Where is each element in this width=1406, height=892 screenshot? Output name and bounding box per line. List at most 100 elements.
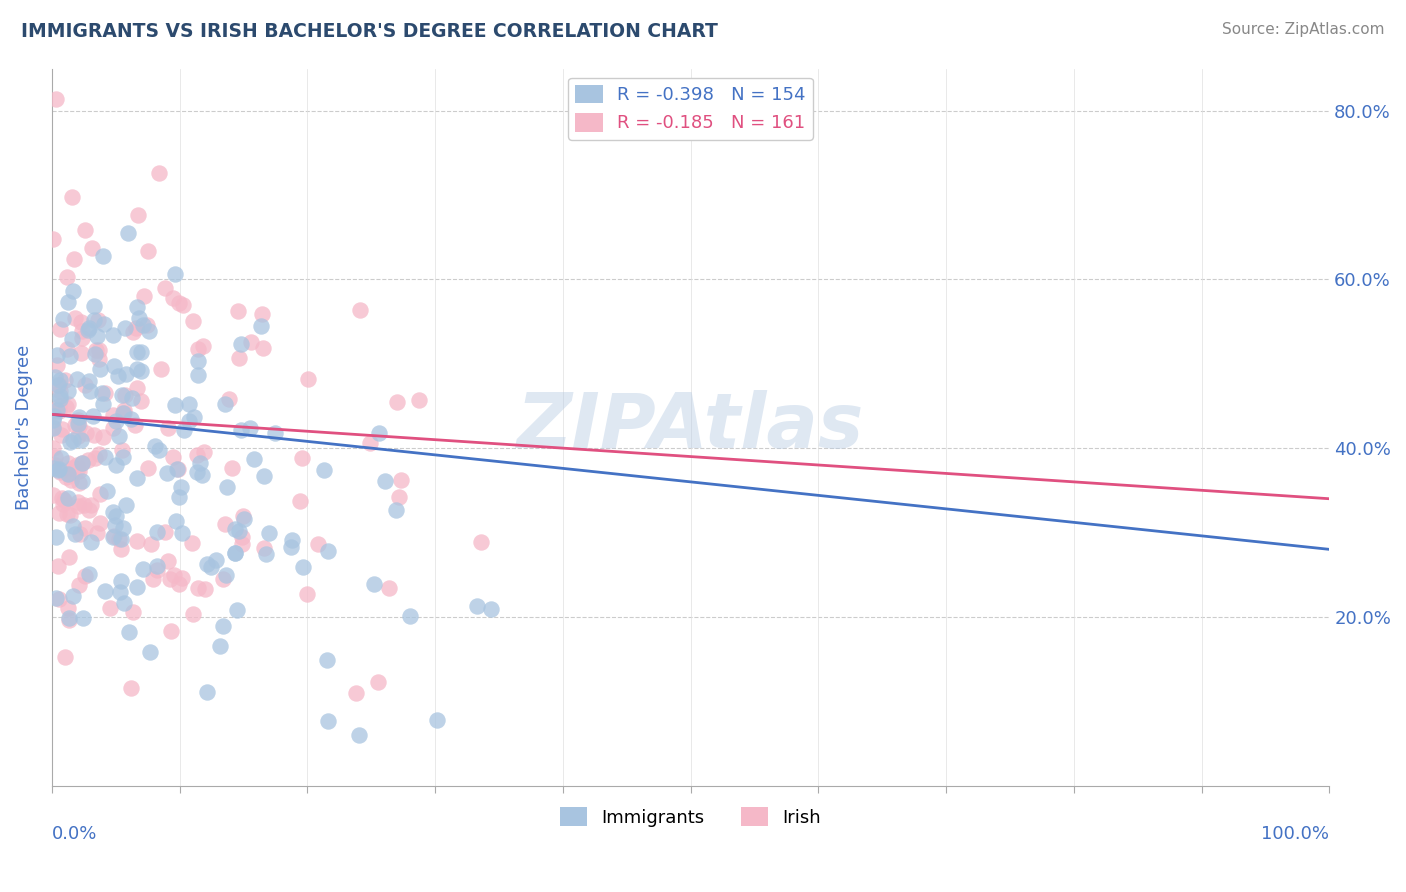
Point xyxy=(181,536,204,550)
Point xyxy=(83,427,105,442)
Point xyxy=(316,653,339,667)
Point xyxy=(146,559,169,574)
Point xyxy=(75,425,97,440)
Point xyxy=(89,516,111,530)
Point xyxy=(465,599,488,614)
Point xyxy=(159,572,181,586)
Text: ZIPAtlas: ZIPAtlas xyxy=(517,390,865,464)
Point xyxy=(252,469,274,483)
Point xyxy=(101,505,124,519)
Point xyxy=(73,498,96,512)
Point xyxy=(45,530,67,544)
Point xyxy=(53,373,76,387)
Point xyxy=(214,517,236,532)
Point xyxy=(44,369,66,384)
Point xyxy=(60,190,83,204)
Point xyxy=(160,624,183,638)
Point xyxy=(84,343,107,357)
Point xyxy=(89,352,111,367)
Point xyxy=(104,508,127,523)
Point xyxy=(367,425,389,440)
Point xyxy=(257,526,280,541)
Point xyxy=(56,384,79,399)
Point xyxy=(62,461,84,475)
Point xyxy=(190,468,212,483)
Point xyxy=(228,351,250,366)
Point xyxy=(94,450,117,464)
Point xyxy=(344,686,367,700)
Point xyxy=(112,403,135,417)
Point xyxy=(107,532,129,546)
Point xyxy=(93,397,115,411)
Point xyxy=(89,361,111,376)
Point xyxy=(209,640,232,654)
Point xyxy=(212,618,235,632)
Point xyxy=(167,462,190,476)
Point xyxy=(139,645,162,659)
Point xyxy=(70,331,93,345)
Point xyxy=(187,368,209,383)
Point xyxy=(127,580,149,594)
Point xyxy=(66,461,89,475)
Point xyxy=(66,458,89,473)
Point xyxy=(148,165,170,179)
Point xyxy=(87,343,110,357)
Point xyxy=(115,367,138,381)
Point xyxy=(165,399,187,413)
Point xyxy=(132,318,155,332)
Point xyxy=(59,434,82,449)
Point xyxy=(188,457,211,471)
Point xyxy=(56,295,79,310)
Point xyxy=(218,392,240,406)
Point xyxy=(80,534,103,549)
Point xyxy=(75,223,97,237)
Point xyxy=(134,289,156,303)
Point xyxy=(48,399,70,413)
Point xyxy=(56,456,79,470)
Point xyxy=(42,420,65,434)
Point xyxy=(67,417,90,431)
Point xyxy=(212,572,235,586)
Point xyxy=(63,310,86,325)
Point xyxy=(107,429,129,443)
Point xyxy=(103,408,125,422)
Point xyxy=(135,318,157,332)
Point xyxy=(186,448,208,462)
Point xyxy=(49,322,72,336)
Point xyxy=(139,536,162,550)
Point xyxy=(121,391,143,405)
Text: IMMIGRANTS VS IRISH BACHELOR'S DEGREE CORRELATION CHART: IMMIGRANTS VS IRISH BACHELOR'S DEGREE CO… xyxy=(21,22,718,41)
Point xyxy=(66,412,89,426)
Point xyxy=(111,443,134,458)
Point xyxy=(316,543,339,558)
Point xyxy=(44,409,66,424)
Point xyxy=(94,584,117,599)
Point xyxy=(349,302,371,317)
Point xyxy=(125,344,148,359)
Point xyxy=(73,521,96,535)
Point xyxy=(51,427,73,442)
Point xyxy=(117,227,139,241)
Point xyxy=(183,409,205,424)
Point xyxy=(143,439,166,453)
Point xyxy=(69,315,91,329)
Point xyxy=(200,560,222,574)
Point xyxy=(44,450,66,464)
Point xyxy=(388,490,411,504)
Point xyxy=(167,295,190,310)
Point xyxy=(129,394,152,409)
Point xyxy=(51,422,73,436)
Point xyxy=(90,385,112,400)
Point xyxy=(228,524,250,538)
Point xyxy=(177,397,200,411)
Point xyxy=(100,600,122,615)
Point xyxy=(46,358,69,372)
Point xyxy=(77,453,100,467)
Point xyxy=(55,401,77,415)
Point xyxy=(173,424,195,438)
Point xyxy=(103,529,125,543)
Point xyxy=(253,541,276,556)
Point xyxy=(77,321,100,335)
Point xyxy=(153,280,176,294)
Point xyxy=(89,447,111,461)
